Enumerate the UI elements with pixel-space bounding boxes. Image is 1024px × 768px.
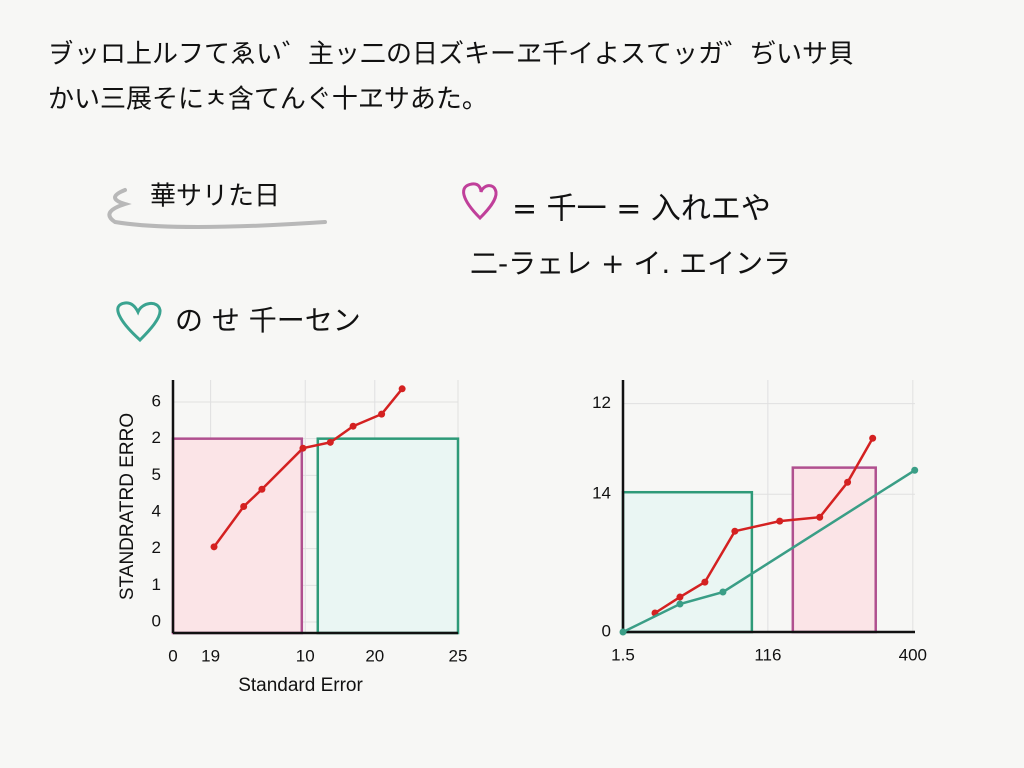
point [844,478,852,486]
point [731,527,739,535]
y-tick-label: 0 [152,611,161,630]
point [676,593,684,601]
region-bar [316,437,460,635]
point [776,517,784,525]
point [911,466,919,474]
point [719,588,727,596]
y-tick-label: 12 [592,393,611,412]
x-tick-label: 1.5 [611,645,635,664]
point [869,434,877,442]
heart-icon [462,182,498,221]
y-tick-label: 1 [152,575,161,594]
line-series [213,388,404,548]
point [240,503,248,510]
point [619,628,627,636]
y-tick-label: 6 [152,391,161,410]
point [326,438,334,446]
legend-label: = 千一 = 入れエや [512,192,771,227]
point [378,410,386,418]
region-bar [791,466,877,634]
y-tick-label: 2 [152,428,161,447]
legend-label: 華サリた日 [150,182,280,212]
x-tick-label: 19 [201,646,220,665]
legend-label: 二-ラェレ + イ. エインラ [470,247,791,280]
y-tick-label: 0 [602,621,611,640]
point [349,422,357,430]
x-tick-label: 20 [365,646,384,665]
x-axis-label: Standard Error [238,675,363,696]
region-bar [621,490,754,634]
x-tick-label: 25 [449,646,468,665]
point [398,385,406,393]
y-tick-label: 14 [592,484,611,503]
heart-icon [116,301,162,343]
x-tick-label: 0 [168,646,177,665]
x-tick-label: 400 [899,645,927,664]
point [299,444,307,452]
scribble [107,188,327,229]
y-tick-label: 4 [152,501,161,520]
point [258,485,266,493]
point [701,578,709,586]
header-line: かい三展そにㅊ含てんぐ十ヱサあた。 [48,85,488,115]
header-line: ヺッロ上ルフてゑい゛主ッ二の日ズキーヱ千イよスてッガ゛ぢいサ貝 [48,40,854,70]
x-tick-label: 116 [754,645,781,664]
point [816,513,824,521]
point [210,543,218,551]
point [676,600,684,608]
x-tick-label: 10 [296,646,315,665]
y-tick-label: 2 [152,538,161,557]
line-series [622,469,916,634]
line-series [654,437,874,615]
legend-label: の せ 千ーセン [175,304,361,337]
y-axis-label: STANDRATRD ERRO [117,413,138,600]
y-tick-label: 5 [152,465,161,484]
